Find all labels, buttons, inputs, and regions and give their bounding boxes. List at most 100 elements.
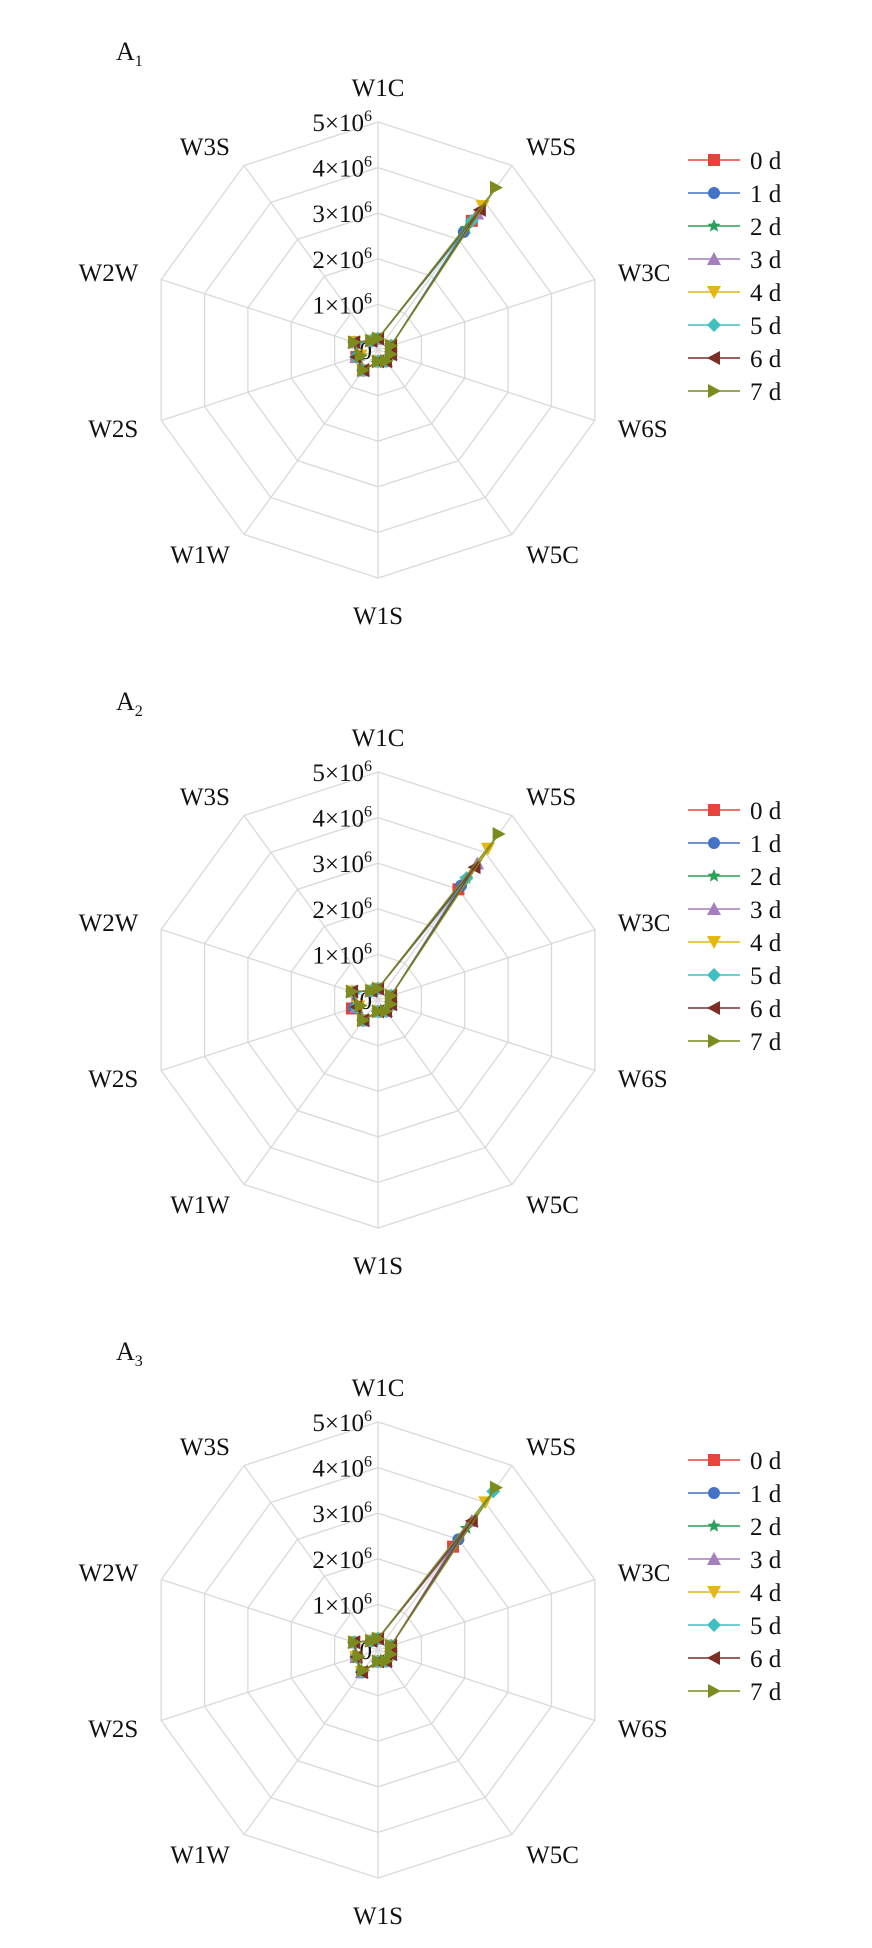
axis-label-w1s: W1S: [353, 1253, 403, 1280]
tick-label: 3×106: [312, 199, 372, 228]
axis-label-w6s: W6S: [618, 1066, 668, 1093]
legend-item: 6 d: [688, 346, 782, 373]
legend-item: 4 d: [688, 280, 782, 307]
legend-marker: [707, 1519, 721, 1532]
legend-marker: [707, 252, 721, 265]
legend-label: 6 d: [750, 346, 782, 373]
spoke: [243, 165, 379, 351]
spoke: [160, 928, 379, 1001]
data-point: [365, 1633, 379, 1648]
axis-label-w1c: W1C: [352, 75, 405, 102]
data-point: [357, 1663, 371, 1678]
series-7d: [345, 826, 506, 1028]
axis-label-w5c: W5C: [526, 1842, 579, 1869]
spoke: [377, 999, 596, 1072]
axis-label-w1c: W1C: [352, 1375, 405, 1402]
legend-marker: [707, 869, 721, 882]
legend-marker: [708, 804, 720, 816]
axis-label-w1c: W1C: [352, 725, 405, 752]
spoke: [377, 278, 596, 351]
legend-label: 0 d: [750, 148, 782, 175]
axis-label-w2s: W2S: [88, 416, 138, 443]
grid: [160, 771, 596, 1229]
axis-label-w1s: W1S: [353, 603, 403, 630]
legend-label: 3 d: [750, 897, 782, 924]
radar-chart-3: A3W1CW5SW3CW6SW5CW1SW1WW2SW2WW3S01×1062×…: [79, 1337, 782, 1930]
axis-label-w5c: W5C: [526, 542, 579, 569]
legend-marker: [707, 219, 721, 232]
panel-label: A2: [116, 687, 143, 720]
legend-marker: [707, 1618, 721, 1632]
legend-label: 4 d: [750, 930, 782, 957]
tick-label: 3×106: [312, 849, 372, 878]
legend-item: 3 d: [688, 247, 782, 274]
axis-label-w5c: W5C: [526, 1192, 579, 1219]
spoke: [377, 1649, 513, 1835]
tick-label: 1×106: [312, 290, 372, 319]
axis-label-w3s: W3S: [180, 134, 230, 161]
legend-label: 4 d: [750, 1580, 782, 1607]
legend-label: 1 d: [750, 831, 782, 858]
legend-marker: [707, 286, 721, 299]
spoke: [160, 1649, 379, 1722]
legend-marker: [707, 1001, 720, 1015]
axis-label-w3c: W3C: [618, 910, 671, 937]
tick-label: 2×106: [312, 1545, 372, 1574]
tick-label: 5×106: [312, 758, 372, 787]
tick-label: 4×106: [312, 804, 372, 833]
legend-label: 2 d: [750, 1514, 782, 1541]
series-7d: [348, 1480, 503, 1678]
data-point: [357, 363, 371, 378]
legend-item: 1 d: [688, 181, 782, 208]
spoke: [377, 349, 596, 422]
legend-marker: [707, 351, 720, 365]
legend-item: 2 d: [688, 1514, 782, 1541]
legend-item: 7 d: [688, 1029, 782, 1056]
series-line: [355, 220, 473, 372]
legend-marker: [707, 1651, 720, 1665]
legend-item: 2 d: [688, 214, 782, 241]
axis-label-w3s: W3S: [180, 1434, 230, 1461]
spoke: [377, 349, 513, 535]
axis-label-w5s: W5S: [526, 1434, 576, 1461]
tick-label: 1×106: [312, 1590, 372, 1619]
data-point: [380, 1004, 394, 1019]
series-7d: [348, 180, 503, 378]
spoke: [160, 278, 379, 351]
panel-label: A1: [116, 37, 143, 70]
legend-marker: [707, 1552, 721, 1565]
spoke: [160, 1578, 379, 1651]
legend-item: 0 d: [688, 1448, 782, 1475]
data-point: [464, 1513, 478, 1528]
legend-label: 3 d: [750, 1547, 782, 1574]
tick-label: 4×106: [312, 154, 372, 183]
axis-label-w3c: W3C: [618, 1560, 671, 1587]
data-point: [354, 348, 368, 363]
legend-item: 6 d: [688, 996, 782, 1023]
data-point: [357, 1013, 371, 1028]
legend-marker: [708, 1487, 720, 1499]
legend-item: 2 d: [688, 864, 782, 891]
axis-label-w3c: W3C: [618, 260, 671, 287]
data-point: [372, 354, 385, 369]
legend-item: 3 d: [688, 1547, 782, 1574]
spoke: [243, 349, 379, 535]
data-point: [372, 1654, 385, 1669]
legend-item: 5 d: [688, 963, 782, 990]
axis-label-w2w: W2W: [79, 1560, 139, 1587]
axis-label-w1s: W1S: [353, 1903, 403, 1930]
legend-marker: [708, 1684, 721, 1698]
axis-label-w3s: W3S: [180, 784, 230, 811]
legend-marker: [708, 187, 720, 199]
legend-label: 4 d: [750, 280, 782, 307]
legend-item: 5 d: [688, 1613, 782, 1640]
data-point: [365, 983, 379, 998]
spoke: [243, 1649, 379, 1835]
data-point: [380, 1654, 394, 1669]
spoke: [160, 349, 379, 422]
tick-label: 4×106: [312, 1454, 372, 1483]
spoke: [243, 999, 379, 1185]
legend: 0 d 1 d 2 d 3 d 4 d 5 d 6 d 7 d: [688, 798, 782, 1056]
legend-label: 5 d: [750, 963, 782, 990]
